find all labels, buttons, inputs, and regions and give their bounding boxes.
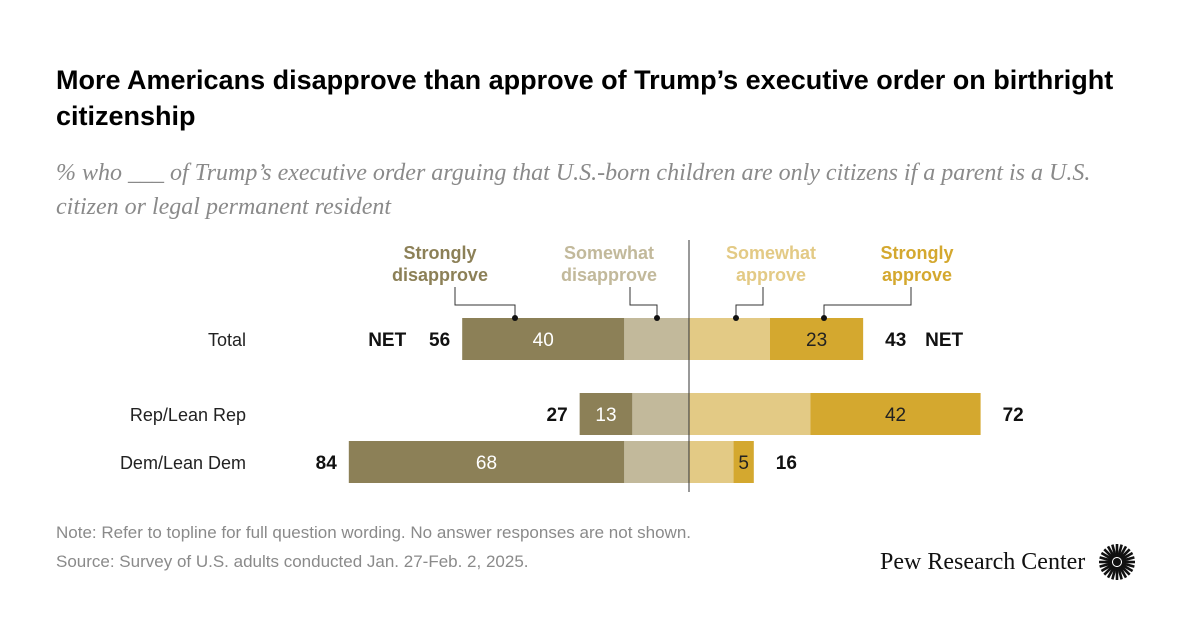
net-approve-label: 16: [776, 453, 797, 474]
bar-somewhat-approve: [689, 441, 734, 483]
legend-label: Strongly approve: [880, 243, 953, 285]
net-disapprove-label: 84: [316, 453, 338, 474]
legend-leader-dot: [821, 315, 827, 321]
bar-strongly-disapprove: [462, 318, 625, 360]
sunburst-icon: [1099, 544, 1136, 580]
legend-leader-dot: [654, 315, 660, 321]
data-label: 42: [885, 405, 906, 426]
legend-leader-line: [735, 287, 764, 318]
footnote: Note: Refer to topline for full question…: [56, 518, 691, 576]
data-label: 68: [476, 453, 497, 474]
chart-title: More Americans disapprove than approve o…: [56, 65, 1114, 131]
bar-strongly-approve: [733, 441, 754, 483]
net-approve-label: 43: [885, 330, 906, 351]
pew-logo: Pew Research Center: [880, 542, 1137, 582]
net-label: NET: [925, 330, 963, 351]
bar-strongly-approve: [770, 318, 864, 360]
category-label: Total: [208, 330, 246, 350]
data-label: 40: [533, 330, 554, 351]
bar-strongly-disapprove: [579, 393, 633, 435]
legend-leader-line: [629, 287, 658, 318]
bar-somewhat-approve: [689, 318, 770, 360]
legend-leader-line: [454, 287, 516, 318]
legend-label: Somewhat approve: [726, 243, 816, 285]
note-text: Note: Refer to topline for full question…: [56, 523, 692, 542]
category-label: Rep/Lean Rep: [130, 405, 246, 425]
legend-leader-dot: [733, 315, 739, 321]
chart-subtitle: % who ___ of Trump’s executive order arg…: [56, 160, 1091, 220]
category-label: Dem/Lean Dem: [120, 453, 246, 473]
logo-text: Pew Research Center: [880, 548, 1086, 575]
legend-leader-line: [823, 287, 912, 318]
bar-somewhat-approve: [689, 393, 811, 435]
data-label: 5: [738, 453, 749, 474]
net-approve-label: 72: [1003, 405, 1024, 426]
bar-strongly-disapprove: [348, 441, 625, 483]
bar-somewhat-disapprove: [632, 393, 689, 435]
bar-somewhat-disapprove: [624, 441, 689, 483]
bar-somewhat-disapprove: [624, 318, 689, 360]
net-label: NET: [368, 330, 406, 351]
net-disapprove-label: 56: [429, 330, 450, 351]
net-disapprove-label: 27: [547, 405, 568, 426]
data-label: 23: [806, 330, 827, 351]
legend-label: Strongly disapprove: [392, 243, 488, 285]
bar-strongly-approve: [810, 393, 981, 435]
legend-leader-dot: [512, 315, 518, 321]
legend-label: Somewhat disapprove: [561, 243, 657, 285]
data-label: 13: [595, 405, 616, 426]
source-text: Source: Survey of U.S. adults conducted …: [56, 552, 529, 571]
